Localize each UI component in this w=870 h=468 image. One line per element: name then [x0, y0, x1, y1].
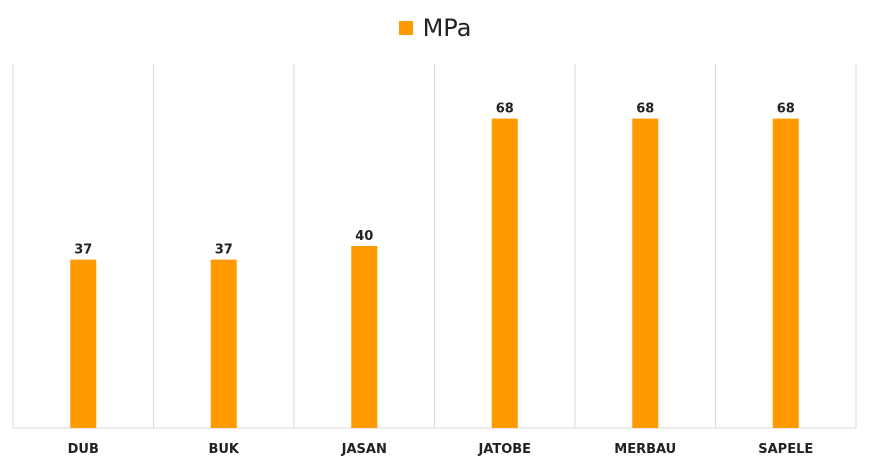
data-label: 68: [496, 102, 514, 117]
data-label: 68: [636, 102, 654, 117]
legend-swatch: [398, 21, 413, 35]
x-tick-label: JASAN: [341, 442, 387, 457]
data-label: 40: [355, 229, 373, 244]
x-tick-label: DUB: [68, 442, 99, 457]
data-label: 37: [74, 243, 92, 258]
x-tick-label: JATOBE: [477, 442, 531, 457]
legend-label: MPa: [422, 14, 472, 42]
data-label: 68: [777, 102, 795, 117]
x-tick-label: BUK: [208, 442, 239, 457]
bar-dub: [70, 259, 97, 428]
bar-jatobe: [491, 118, 518, 428]
bar-sapele: [772, 118, 799, 428]
bar-jasan: [351, 246, 378, 428]
data-label: 37: [215, 243, 233, 258]
bar-merbau: [632, 118, 659, 428]
legend: MPa: [0, 14, 870, 42]
bar-buk: [210, 259, 237, 428]
x-tick-label: MERBAU: [614, 442, 676, 457]
x-tick-label: SAPELE: [758, 442, 813, 457]
